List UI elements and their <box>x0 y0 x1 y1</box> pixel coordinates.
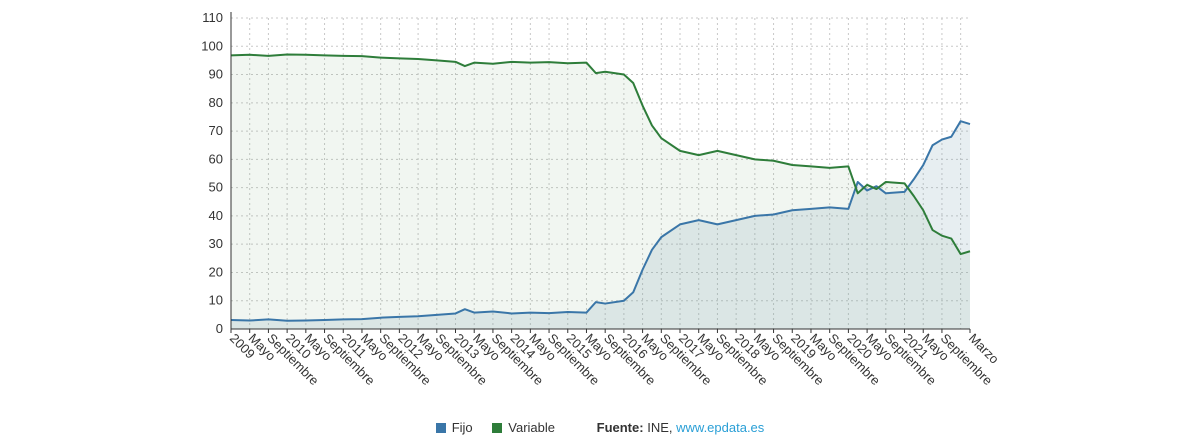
legend-label-fijo: Fijo <box>451 420 473 435</box>
y-tick-label: 10 <box>209 293 223 308</box>
legend: Fijo Variable Fuente: INE, www.epdata.es <box>0 420 1200 435</box>
y-tick-label: 80 <box>209 95 223 110</box>
area-fijo <box>231 121 970 329</box>
variable-swatch <box>492 423 503 433</box>
fijo-swatch <box>435 423 446 433</box>
y-tick-label: 60 <box>209 151 223 166</box>
source-link[interactable]: www.epdata.es <box>676 420 765 435</box>
legend-item-fijo[interactable]: Fijo <box>435 420 473 435</box>
legend-label-variable: Variable <box>508 420 555 435</box>
y-tick-label: 100 <box>201 38 223 53</box>
y-tick-label: 40 <box>209 208 223 223</box>
y-tick-label: 90 <box>209 67 223 82</box>
series-line-variable <box>230 53 971 256</box>
grid <box>230 17 970 330</box>
source-credit: Fuente: INE, www.epdata.es <box>575 420 765 435</box>
source-label: Fuente: <box>596 420 644 435</box>
y-tick-label: 50 <box>209 180 223 195</box>
y-tick-label: 110 <box>202 10 223 25</box>
y-tick-label: 20 <box>209 264 223 279</box>
area-fills <box>231 54 970 330</box>
series-line-fijo <box>230 120 971 322</box>
y-tick-label: 30 <box>209 236 223 251</box>
area-variable <box>231 54 970 330</box>
legend-item-variable[interactable]: Variable <box>492 420 555 435</box>
source-text: INE, <box>647 420 673 435</box>
y-tick-label: 70 <box>209 123 223 138</box>
axes <box>230 12 971 333</box>
y-axis-ticks: 0 10 20 30 40 50 60 70 80 90 100 110 <box>201 10 223 336</box>
x-axis-ticks: 2009MayoSeptiembre2010MayoSeptiembre2011… <box>227 331 1002 389</box>
y-tick-label: 0 <box>216 321 223 336</box>
series-lines <box>230 53 971 322</box>
